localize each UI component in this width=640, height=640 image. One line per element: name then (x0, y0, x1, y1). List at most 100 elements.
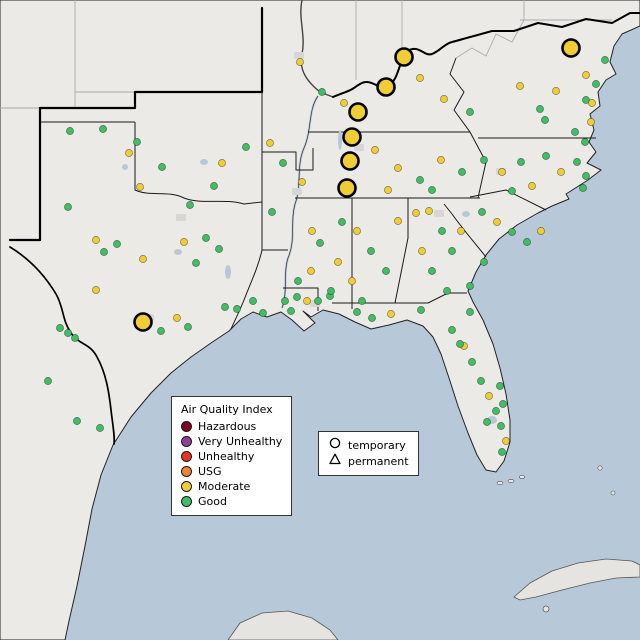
permanent-monitor-marker[interactable] (73, 417, 81, 425)
permanent-monitor-marker[interactable] (516, 82, 524, 90)
permanent-monitor-marker[interactable] (242, 143, 250, 151)
permanent-monitor-marker[interactable] (571, 128, 579, 136)
temporary-monitor-marker[interactable] (340, 151, 360, 171)
permanent-monitor-marker[interactable] (480, 258, 488, 266)
permanent-monitor-marker[interactable] (418, 247, 426, 255)
permanent-monitor-marker[interactable] (368, 314, 376, 322)
temporary-monitor-marker[interactable] (337, 178, 357, 198)
permanent-monitor-marker[interactable] (186, 201, 194, 209)
permanent-monitor-marker[interactable] (92, 236, 100, 244)
permanent-monitor-marker[interactable] (353, 227, 361, 235)
permanent-monitor-marker[interactable] (485, 392, 493, 400)
permanent-monitor-marker[interactable] (371, 146, 379, 154)
permanent-monitor-marker[interactable] (293, 293, 301, 301)
permanent-monitor-marker[interactable] (508, 187, 516, 195)
permanent-monitor-marker[interactable] (340, 99, 348, 107)
temporary-monitor-marker[interactable] (561, 38, 581, 58)
permanent-monitor-marker[interactable] (173, 314, 181, 322)
permanent-monitor-marker[interactable] (64, 329, 72, 337)
permanent-monitor-marker[interactable] (425, 207, 433, 215)
permanent-monitor-marker[interactable] (215, 245, 223, 253)
permanent-monitor-marker[interactable] (478, 208, 486, 216)
permanent-monitor-marker[interactable] (493, 218, 501, 226)
permanent-monitor-marker[interactable] (466, 282, 474, 290)
permanent-monitor-marker[interactable] (499, 400, 507, 408)
permanent-monitor-marker[interactable] (394, 164, 402, 172)
permanent-monitor-marker[interactable] (417, 306, 425, 314)
permanent-monitor-marker[interactable] (448, 326, 456, 334)
permanent-monitor-marker[interactable] (314, 297, 322, 305)
permanent-monitor-marker[interactable] (440, 95, 448, 103)
permanent-monitor-marker[interactable] (502, 437, 510, 445)
permanent-monitor-marker[interactable] (303, 297, 311, 305)
permanent-monitor-marker[interactable] (338, 218, 346, 226)
permanent-monitor-marker[interactable] (416, 74, 424, 82)
permanent-monitor-marker[interactable] (428, 267, 436, 275)
permanent-monitor-marker[interactable] (71, 334, 79, 342)
permanent-monitor-marker[interactable] (437, 156, 445, 164)
permanent-monitor-marker[interactable] (466, 308, 474, 316)
permanent-monitor-marker[interactable] (537, 227, 545, 235)
temporary-monitor-marker[interactable] (342, 127, 362, 147)
permanent-monitor-marker[interactable] (581, 138, 589, 146)
permanent-monitor-marker[interactable] (468, 358, 476, 366)
permanent-monitor-marker[interactable] (327, 287, 335, 295)
permanent-monitor-marker[interactable] (466, 108, 474, 116)
permanent-monitor-marker[interactable] (157, 327, 165, 335)
permanent-monitor-marker[interactable] (133, 138, 141, 146)
permanent-monitor-marker[interactable] (192, 259, 200, 267)
permanent-monitor-marker[interactable] (318, 88, 326, 96)
permanent-monitor-marker[interactable] (601, 56, 609, 64)
permanent-monitor-marker[interactable] (412, 209, 420, 217)
permanent-monitor-marker[interactable] (456, 340, 464, 348)
permanent-monitor-marker[interactable] (443, 287, 451, 295)
permanent-monitor-marker[interactable] (96, 424, 104, 432)
permanent-monitor-marker[interactable] (334, 258, 342, 266)
permanent-monitor-marker[interactable] (536, 105, 544, 113)
permanent-monitor-marker[interactable] (477, 377, 485, 385)
permanent-monitor-marker[interactable] (382, 267, 390, 275)
permanent-monitor-marker[interactable] (218, 159, 226, 167)
permanent-monitor-marker[interactable] (387, 310, 395, 318)
permanent-monitor-marker[interactable] (136, 183, 144, 191)
permanent-monitor-marker[interactable] (139, 255, 147, 263)
permanent-monitor-marker[interactable] (64, 203, 72, 211)
permanent-monitor-marker[interactable] (557, 168, 565, 176)
permanent-monitor-marker[interactable] (249, 297, 257, 305)
permanent-monitor-marker[interactable] (438, 227, 446, 235)
permanent-monitor-marker[interactable] (316, 239, 324, 247)
permanent-monitor-marker[interactable] (552, 87, 560, 95)
permanent-monitor-marker[interactable] (480, 156, 488, 164)
permanent-monitor-marker[interactable] (202, 234, 210, 242)
permanent-monitor-marker[interactable] (416, 176, 424, 184)
permanent-monitor-marker[interactable] (497, 422, 505, 430)
permanent-monitor-marker[interactable] (296, 58, 304, 66)
permanent-monitor-marker[interactable] (294, 277, 302, 285)
temporary-monitor-marker[interactable] (376, 77, 396, 97)
permanent-monitor-marker[interactable] (266, 139, 274, 147)
permanent-monitor-marker[interactable] (92, 286, 100, 294)
permanent-monitor-marker[interactable] (358, 297, 366, 305)
permanent-monitor-marker[interactable] (492, 407, 500, 415)
permanent-monitor-marker[interactable] (588, 99, 596, 107)
permanent-monitor-marker[interactable] (100, 248, 108, 256)
permanent-monitor-marker[interactable] (517, 158, 525, 166)
permanent-monitor-marker[interactable] (579, 184, 587, 192)
permanent-monitor-marker[interactable] (582, 96, 590, 104)
permanent-monitor-marker[interactable] (180, 238, 188, 246)
permanent-monitor-marker[interactable] (66, 127, 74, 135)
permanent-monitor-marker[interactable] (582, 172, 590, 180)
permanent-monitor-marker[interactable] (113, 240, 121, 248)
permanent-monitor-marker[interactable] (541, 116, 549, 124)
permanent-monitor-marker[interactable] (498, 448, 506, 456)
permanent-monitor-marker[interactable] (233, 305, 241, 313)
permanent-monitor-marker[interactable] (268, 208, 276, 216)
permanent-monitor-marker[interactable] (458, 168, 466, 176)
permanent-monitor-marker[interactable] (457, 227, 465, 235)
permanent-monitor-marker[interactable] (279, 159, 287, 167)
permanent-monitor-marker[interactable] (573, 158, 581, 166)
permanent-monitor-marker[interactable] (210, 182, 218, 190)
permanent-monitor-marker[interactable] (158, 163, 166, 171)
permanent-monitor-marker[interactable] (587, 118, 595, 126)
permanent-monitor-marker[interactable] (221, 303, 229, 311)
